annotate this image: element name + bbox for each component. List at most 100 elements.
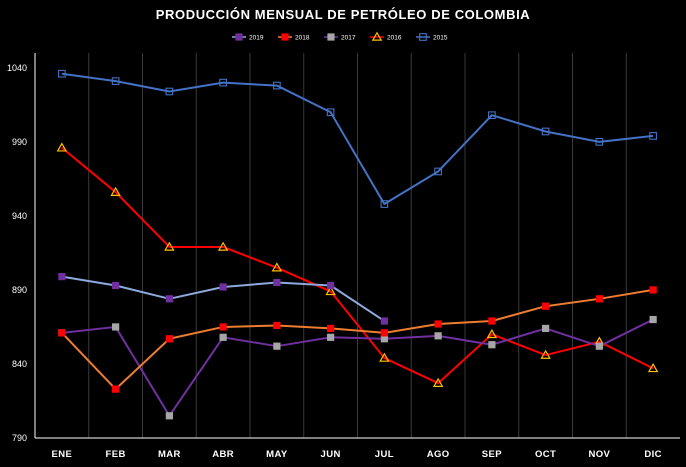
series-line-2015 — [61, 72, 654, 206]
series-2015 — [58, 69, 657, 208]
data-point-2016 — [379, 352, 390, 362]
data-point-2015 — [273, 81, 281, 90]
legend-label: 2017 — [341, 34, 356, 41]
data-point-2017 — [273, 342, 281, 350]
series-2019 — [58, 272, 388, 325]
series-2017 — [58, 315, 657, 420]
legend-swatch-marker — [281, 33, 289, 41]
legend-swatch-marker — [371, 31, 383, 41]
axes: 790 840 890 940 990 1040 ENE FEB MAR ABR MAY JUN JUL… — [7, 53, 680, 460]
legend-swatch-marker — [419, 33, 427, 41]
x-tick-label: OCT — [535, 449, 556, 460]
data-point-2015 — [326, 108, 335, 117]
x-tick-label: JUL — [375, 449, 394, 460]
legend-item-2016: 2016 — [370, 31, 402, 41]
data-point-2016 — [647, 362, 659, 373]
x-tick-label: NOV — [588, 449, 610, 460]
data-point-2015 — [111, 77, 120, 85]
data-point-2019 — [380, 317, 388, 325]
x-tick-label: ABR — [212, 449, 234, 460]
data-point-2017 — [380, 335, 388, 343]
data-point-2016 — [164, 241, 175, 251]
data-point-2015 — [541, 127, 550, 136]
data-point-2016 — [540, 349, 551, 359]
series-line-2018 — [61, 288, 654, 391]
data-point-2015 — [434, 167, 442, 176]
data-point-2015 — [219, 78, 227, 87]
legend-item-2018: 2018 — [278, 33, 310, 41]
data-point-2019 — [327, 281, 335, 290]
data-point-2017 — [434, 332, 442, 340]
data-point-2015 — [488, 111, 496, 120]
data-point-2016 — [217, 241, 229, 251]
x-tick-label: MAR — [158, 449, 181, 460]
data-point-2018 — [327, 324, 335, 333]
y-tick-label: 1040 — [7, 63, 27, 73]
data-point-2016 — [110, 186, 121, 196]
data-point-2019 — [165, 295, 173, 303]
data-point-2017 — [112, 323, 120, 331]
series-line-2017 — [61, 318, 654, 417]
legend-label: 2016 — [387, 34, 402, 41]
data-point-2018 — [273, 321, 281, 330]
legend-item-2015: 2015 — [416, 33, 448, 41]
data-point-2019 — [219, 283, 227, 291]
data-point-2018 — [112, 385, 120, 393]
data-point-2019 — [112, 281, 120, 290]
x-tick-label: AGO — [427, 449, 450, 460]
legend-label: 2015 — [433, 34, 448, 41]
data-point-2018 — [58, 329, 66, 337]
data-point-2017 — [542, 324, 550, 333]
x-tick-label: SEP — [482, 449, 502, 460]
x-tick-label: MAY — [266, 449, 288, 460]
data-point-2019 — [58, 272, 66, 281]
legend-item-2017: 2017 — [324, 33, 356, 41]
legend-item-2019: 2019 — [232, 33, 264, 41]
data-point-2018 — [165, 335, 173, 343]
series-layer — [56, 69, 659, 420]
data-point-2015 — [649, 132, 657, 140]
series-2018 — [58, 286, 657, 393]
x-tick-label: FEB — [106, 449, 126, 460]
data-point-2018 — [488, 317, 496, 325]
y-tick-label: 890 — [12, 285, 27, 295]
series-2016 — [56, 142, 659, 387]
data-point-2016 — [56, 142, 68, 152]
data-point-2016 — [271, 262, 283, 272]
data-point-2015 — [165, 87, 174, 96]
data-point-2018 — [649, 286, 657, 294]
data-point-2017 — [165, 412, 173, 420]
data-point-2019 — [273, 278, 281, 287]
data-point-2015 — [58, 69, 66, 78]
data-point-2017 — [327, 333, 335, 341]
y-tick-label: 790 — [12, 433, 27, 443]
data-point-2016 — [432, 377, 444, 387]
data-point-2018 — [595, 295, 603, 303]
x-tick-label: ENE — [52, 449, 73, 460]
data-point-2018 — [542, 302, 550, 310]
data-point-2017 — [488, 341, 496, 349]
legend: 2019 2018 2017 2016 2015 — [232, 31, 448, 41]
data-point-2017 — [649, 315, 657, 324]
data-point-2016 — [325, 285, 336, 296]
data-point-2018 — [380, 329, 388, 337]
legend-swatch-marker — [327, 33, 335, 41]
data-point-2015 — [380, 200, 389, 208]
y-tick-label: 840 — [12, 359, 27, 369]
series-line-2016 — [61, 146, 654, 385]
legend-label: 2018 — [295, 34, 310, 41]
legend-label: 2019 — [249, 34, 264, 41]
data-point-2018 — [219, 323, 227, 331]
legend-swatch-marker — [235, 33, 243, 41]
data-point-2016 — [486, 328, 498, 339]
data-point-2017 — [219, 333, 227, 341]
chart-title: PRODUCCIÓN MENSUAL DE PETRÓLEO DE COLOMB… — [156, 7, 531, 22]
x-tick-label: DIC — [644, 449, 662, 460]
data-point-2017 — [595, 342, 603, 350]
gridlines — [88, 53, 627, 438]
y-tick-label: 940 — [12, 211, 27, 221]
data-point-2018 — [434, 320, 442, 328]
y-tick-label: 990 — [12, 137, 27, 147]
